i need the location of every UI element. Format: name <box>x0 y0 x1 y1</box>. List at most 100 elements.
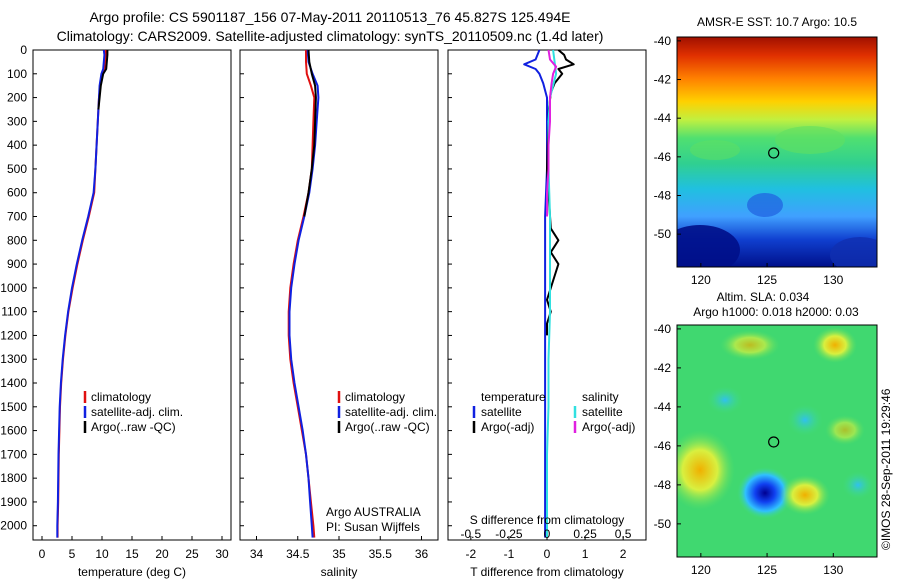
s-diff-tick-label: -0.25 <box>495 527 523 541</box>
legend-argo-label: Argo(..raw -QC) <box>91 420 176 434</box>
depth-tick-label: 1200 <box>0 328 27 342</box>
depth-tick-label: 500 <box>7 162 27 176</box>
depth-tick-label: 1400 <box>0 376 27 390</box>
depth-tick-label: 1300 <box>0 352 27 366</box>
sst-heatmap <box>677 37 877 267</box>
depth-tick-label: 1900 <box>0 495 27 509</box>
salinity-axis-label: salinity <box>321 565 358 579</box>
depth-tick-label: 1500 <box>0 400 27 414</box>
x-tick-label: 0 <box>544 547 551 561</box>
x-tick-label: 30 <box>215 547 229 561</box>
sst-map-title: AMSR-E SST: 10.7 Argo: 10.5 <box>697 15 857 29</box>
difference-plot: -2 -1 0 1 2 <box>466 49 627 561</box>
x-tick-label: 35.5 <box>369 547 393 561</box>
map-y-tick-label: -44 <box>654 111 672 125</box>
depth-tick-label: 400 <box>7 138 27 152</box>
map-y-tick-label: -46 <box>654 150 672 164</box>
depth-tick-label: 300 <box>7 114 27 128</box>
temperature-legend: climatology satellite-adj. clim. Argo(..… <box>83 390 183 434</box>
depth-tick-label: 1100 <box>1 305 27 319</box>
map-y-tick-label: -46 <box>654 439 672 453</box>
s-difference-tick-labels: -0.5 -0.25 0 0.25 0.5 <box>461 527 632 541</box>
depth-tick-label: 100 <box>7 67 27 81</box>
x-tick-label: 36 <box>415 547 429 561</box>
map-y-tick-label: -42 <box>654 361 672 375</box>
s-diff-tick-label: 0 <box>544 527 551 541</box>
map-x-tick-label: 130 <box>823 563 843 577</box>
depth-tick-label: 2000 <box>0 519 27 533</box>
header-line-1: Argo profile: CS 5901187_156 07-May-2011… <box>89 9 570 25</box>
map-y-tick-label: -48 <box>654 478 672 492</box>
legend-satellite-label: satellite-adj. clim. <box>345 405 437 419</box>
map-x-tick-label: 120 <box>691 563 711 577</box>
x-tick-label: 34.5 <box>286 547 310 561</box>
x-tick-label: 0 <box>39 547 46 561</box>
x-tick-label: -1 <box>504 547 515 561</box>
depth-tick-label: 600 <box>7 186 27 200</box>
depth-tick-label: 200 <box>7 91 27 105</box>
map-y-tick-label: -40 <box>654 322 672 336</box>
depth-tick-label: 1000 <box>0 281 27 295</box>
depth-tick-label: 800 <box>7 233 27 247</box>
sla-heatmap <box>677 325 877 557</box>
header-line-2: Climatology: CARS2009. Satellite-adjuste… <box>57 28 604 44</box>
depth-tick-label: 900 <box>7 257 27 271</box>
x-tick-label: 5 <box>69 547 76 561</box>
sst-map-axes: 120 125 130 -40 -42 -44 -46 -48 -50 <box>654 34 844 287</box>
temperature-panel-frame <box>32 49 232 541</box>
x-tick-label: 2 <box>620 547 627 561</box>
map-x-tick-label: 130 <box>823 273 843 287</box>
depth-tick-label: 1800 <box>0 471 27 485</box>
s-diff-tick-label: -0.5 <box>461 527 482 541</box>
sla-map-title-line-1: Altim. SLA: 0.034 <box>717 290 810 304</box>
s-difference-axis-label: S difference from climatology <box>470 513 625 527</box>
temperature-plot: 0 5 10 15 20 25 30 <box>39 49 229 561</box>
sla-map-title-line-2: Argo h1000: 0.018 h2000: 0.03 <box>693 305 859 319</box>
s-diff-tick-label: 0.25 <box>573 527 597 541</box>
x-tick-label: 1 <box>582 547 589 561</box>
legend-s-satellite-label: satellite <box>582 405 623 419</box>
salinity-legend: climatology satellite-adj. clim. Argo(..… <box>337 390 437 434</box>
map-y-tick-label: -50 <box>654 227 672 241</box>
legend-climatology-label: climatology <box>345 390 405 404</box>
depth-tick-label: 1700 <box>0 447 27 461</box>
t-difference-axis-label: T difference from climatology <box>470 565 624 579</box>
map-y-tick-label: -44 <box>654 400 672 414</box>
depth-tick-label: 700 <box>7 210 27 224</box>
x-tick-label: 20 <box>155 547 169 561</box>
salinity-plot: 34 34.5 35 35.5 36 <box>250 49 429 561</box>
series-line-satellite-adj-clim <box>288 49 320 538</box>
x-tick-label: 25 <box>185 547 199 561</box>
sla-map-axes: 120 125 130 -40 -42 -44 -46 -48 -50 <box>654 322 844 577</box>
sla-map-frame <box>676 324 878 558</box>
legend-t-argo-label: Argo(-adj) <box>481 420 534 434</box>
legend-satellite-label: satellite-adj. clim. <box>91 405 183 419</box>
x-tick-label: 15 <box>125 547 139 561</box>
legend-argo-label: Argo(..raw -QC) <box>345 420 430 434</box>
imos-timestamp: ©IMOS 28-Sep-2011 19:29:46 <box>879 388 893 550</box>
depth-tick-label: 0 <box>20 43 27 57</box>
sst-map-frame <box>676 36 878 268</box>
depth-axis: 0 100 200 300 400 500 600 700 800 900 1000 1100 1200… <box>0 43 452 533</box>
x-tick-label: 10 <box>95 547 109 561</box>
sst-argo-location-marker <box>768 147 780 159</box>
principal-investigator-label: PI: Susan Wijffels <box>326 520 420 534</box>
salinity-panel-frame <box>239 49 439 541</box>
series-line-argo-raw-qc <box>303 49 317 217</box>
series-line-argo-raw-qc <box>97 50 109 110</box>
sla-argo-location-marker <box>768 436 780 448</box>
s-diff-tick-label: 0.5 <box>615 527 632 541</box>
depth-tick-label: 1600 <box>0 424 27 438</box>
legend-temperature-title: temperature <box>481 390 546 404</box>
map-x-tick-label: 120 <box>691 273 711 287</box>
map-x-tick-label: 125 <box>757 273 777 287</box>
series-line-t-satellite <box>523 49 548 538</box>
difference-legend: temperature satellite Argo(-adj) salinit… <box>472 390 635 434</box>
x-tick-label: 35 <box>332 547 346 561</box>
float-owner-label: Argo AUSTRALIA <box>326 505 421 519</box>
map-y-tick-label: -40 <box>654 34 672 48</box>
legend-s-argo-label: Argo(-adj) <box>582 420 635 434</box>
temperature-axis-label: temperature (deg C) <box>78 565 186 579</box>
series-line-satellite-adj-clim <box>56 49 106 538</box>
